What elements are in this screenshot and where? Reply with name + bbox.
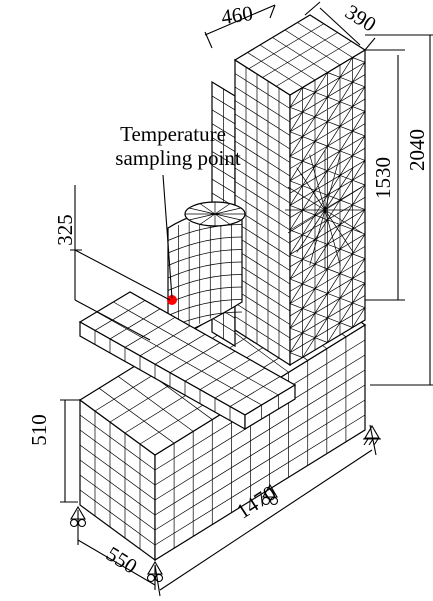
annotation-line: sampling point: [115, 146, 241, 170]
fem-model: [71, 15, 382, 582]
page: 460 390 325 1530 2040 510 1470 550 Tempe…: [0, 0, 433, 601]
dimension-label: 460: [220, 1, 255, 29]
dimension-line: [365, 35, 433, 385]
roller: [71, 520, 78, 527]
annotation-line: Temperature: [120, 122, 226, 146]
roller: [79, 520, 86, 527]
dimension-label: 510: [27, 414, 51, 446]
dimension-label: 390: [341, 0, 380, 37]
dimension-line: [60, 400, 80, 502]
mesh-line: [285, 150, 365, 270]
dimension-label: 1530: [371, 157, 395, 199]
support-hatch: [363, 439, 381, 445]
roller: [148, 575, 155, 582]
dimension-label: 2040: [405, 129, 429, 171]
figure: 460 390 325 1530 2040 510 1470 550 Tempe…: [0, 0, 433, 601]
dimension-label: 325: [53, 214, 77, 246]
